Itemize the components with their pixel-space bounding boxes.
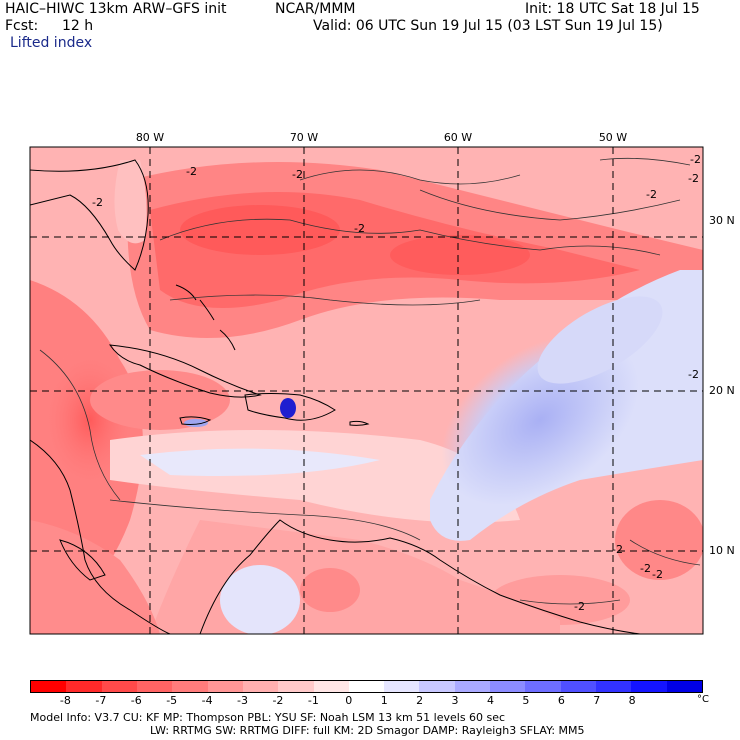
svg-text:-2: -2 bbox=[292, 168, 303, 181]
colorbar-tick-label: -5 bbox=[166, 694, 178, 707]
init-time: Init: 18 UTC Sat 18 Jul 15 bbox=[525, 1, 700, 17]
colorbar-unit: °C bbox=[697, 694, 709, 705]
colorbar-swatch bbox=[419, 681, 455, 692]
lat-label-10n: 10 N bbox=[709, 544, 735, 557]
colorbar-swatch bbox=[348, 681, 385, 692]
svg-text:-2: -2 bbox=[688, 368, 699, 381]
colorbar-swatch bbox=[666, 681, 702, 692]
lat-lon-grid bbox=[30, 147, 703, 634]
forecast-label: Fcst: bbox=[5, 18, 39, 34]
hispaniola-blue-spot bbox=[280, 398, 296, 418]
colorbar-swatch bbox=[31, 681, 67, 692]
colorbar-swatch bbox=[136, 681, 173, 692]
svg-text:-2: -2 bbox=[690, 153, 701, 166]
svg-text:-2: -2 bbox=[688, 172, 699, 185]
colorbar-swatch bbox=[560, 681, 596, 692]
colorbar-swatch bbox=[172, 681, 208, 692]
lifted-index-map: -2 -2 -2 -2 -2 -2 -2 -2 -2 -2 -2 -2 bbox=[29, 146, 704, 635]
lon-label-70w: 70 W bbox=[289, 131, 319, 144]
svg-text:-2: -2 bbox=[652, 568, 663, 581]
svg-text:-2: -2 bbox=[646, 188, 657, 201]
map-field: -2 -2 -2 -2 -2 -2 -2 -2 -2 -2 -2 -2 bbox=[30, 147, 703, 634]
colorbar-swatch bbox=[278, 681, 314, 692]
colorbar-tick-label: 2 bbox=[416, 694, 424, 707]
lon-label-80w: 80 W bbox=[135, 131, 165, 144]
svg-text:-2: -2 bbox=[186, 165, 197, 178]
colorbar-swatch bbox=[313, 681, 349, 692]
colorbar-tick-label: 3 bbox=[451, 694, 459, 707]
forecast-hour: 12 h bbox=[62, 18, 94, 34]
lon-label-50w: 50 W bbox=[598, 131, 628, 144]
lon-label-60w: 60 W bbox=[443, 131, 473, 144]
field-name: Lifted index bbox=[10, 35, 93, 51]
colorbar-swatch bbox=[596, 681, 632, 692]
colorbar-swatch bbox=[631, 681, 667, 692]
colorbar-tick-label: 5 bbox=[522, 694, 530, 707]
model-info-line1: Model Info: V3.7 CU: KF MP: Thompson PBL… bbox=[30, 711, 506, 724]
colorbar-swatch bbox=[207, 681, 243, 692]
valid-time: Valid: 06 UTC Sun 19 Jul 15 (03 LST Sun … bbox=[313, 18, 663, 34]
colorbar-tick-label: 8 bbox=[628, 694, 636, 707]
coastlines bbox=[30, 159, 641, 634]
colorbar-tick-label: -6 bbox=[130, 694, 142, 707]
colorbar-swatch bbox=[490, 681, 526, 692]
contours bbox=[39, 157, 701, 605]
lat-label-30n: 30 N bbox=[709, 214, 735, 227]
colorbar-swatch bbox=[454, 681, 491, 692]
colorbar-tick-label: 7 bbox=[593, 694, 601, 707]
svg-text:-2: -2 bbox=[612, 543, 623, 556]
colorbar-tick-label: -2 bbox=[272, 694, 284, 707]
colorbar-swatch bbox=[66, 681, 102, 692]
svg-text:-2: -2 bbox=[354, 222, 365, 235]
lat-label-20n: 20 N bbox=[709, 384, 735, 397]
colorbar-tick-label: 6 bbox=[557, 694, 565, 707]
colorbar-tick-label: -3 bbox=[237, 694, 248, 707]
colorbar-swatch bbox=[525, 681, 561, 692]
colorbar-swatch bbox=[384, 681, 420, 692]
colorbar-tick-label: -4 bbox=[201, 694, 213, 707]
colorbar-tick-label: 1 bbox=[380, 694, 388, 707]
colorbar-swatch bbox=[242, 681, 279, 692]
model-info-line2: LW: RRTMG SW: RRTMG DIFF: full KM: 2D Sm… bbox=[150, 724, 585, 737]
colorbar bbox=[30, 680, 703, 693]
colorbar-tick-label: 4 bbox=[486, 694, 494, 707]
map-frame bbox=[29, 146, 704, 635]
org-label: NCAR/MMM bbox=[275, 1, 356, 17]
svg-text:-2: -2 bbox=[92, 196, 103, 209]
colorbar-swatch bbox=[101, 681, 137, 692]
colorbar-tick-label: -1 bbox=[307, 694, 319, 707]
colorbar-tick-label: -7 bbox=[95, 694, 107, 707]
svg-text:-2: -2 bbox=[640, 562, 651, 575]
svg-text:-2: -2 bbox=[574, 600, 585, 613]
colorbar-tick-label: -8 bbox=[59, 694, 71, 707]
model-title: HAIC–HIWC 13km ARW–GFS init bbox=[5, 1, 227, 17]
colorbar-tick-label: 0 bbox=[345, 694, 353, 707]
contour-labels: -2 -2 -2 -2 -2 -2 -2 -2 -2 -2 -2 -2 bbox=[92, 153, 701, 613]
